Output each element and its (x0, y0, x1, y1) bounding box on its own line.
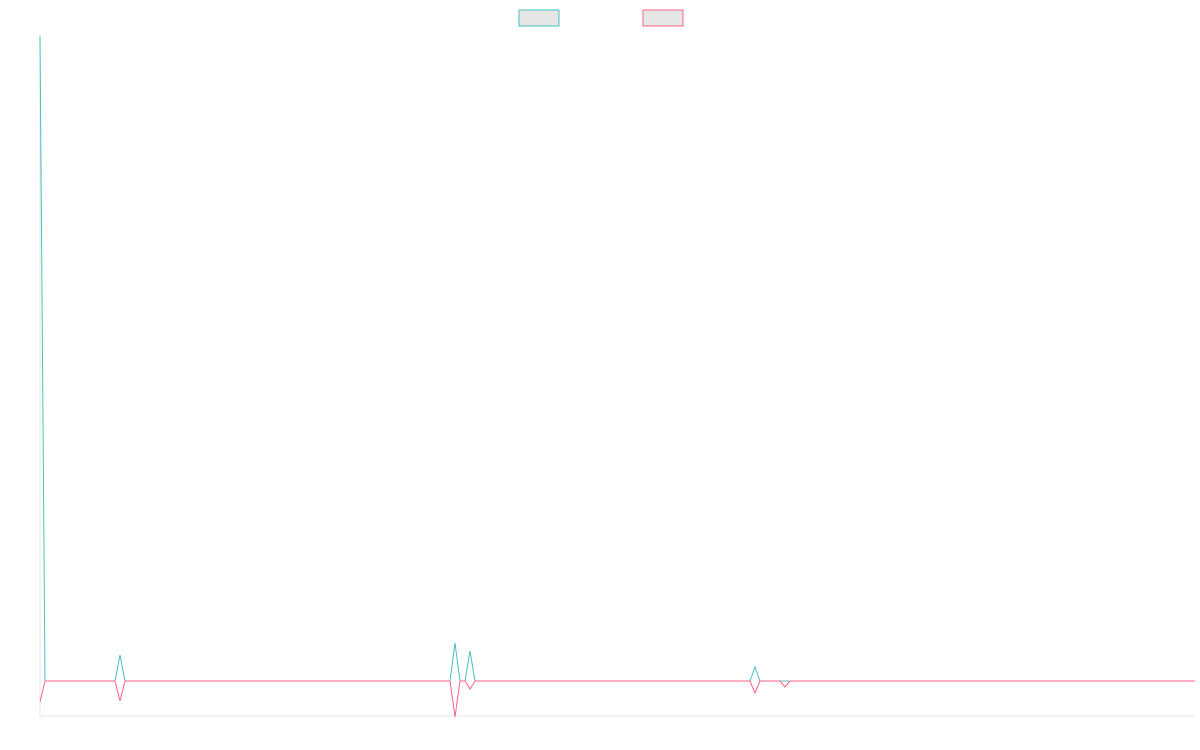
series-line (39, 35, 1195, 682)
legend-swatch (642, 9, 684, 27)
legend-swatch (518, 9, 560, 27)
series-line (39, 680, 1195, 718)
